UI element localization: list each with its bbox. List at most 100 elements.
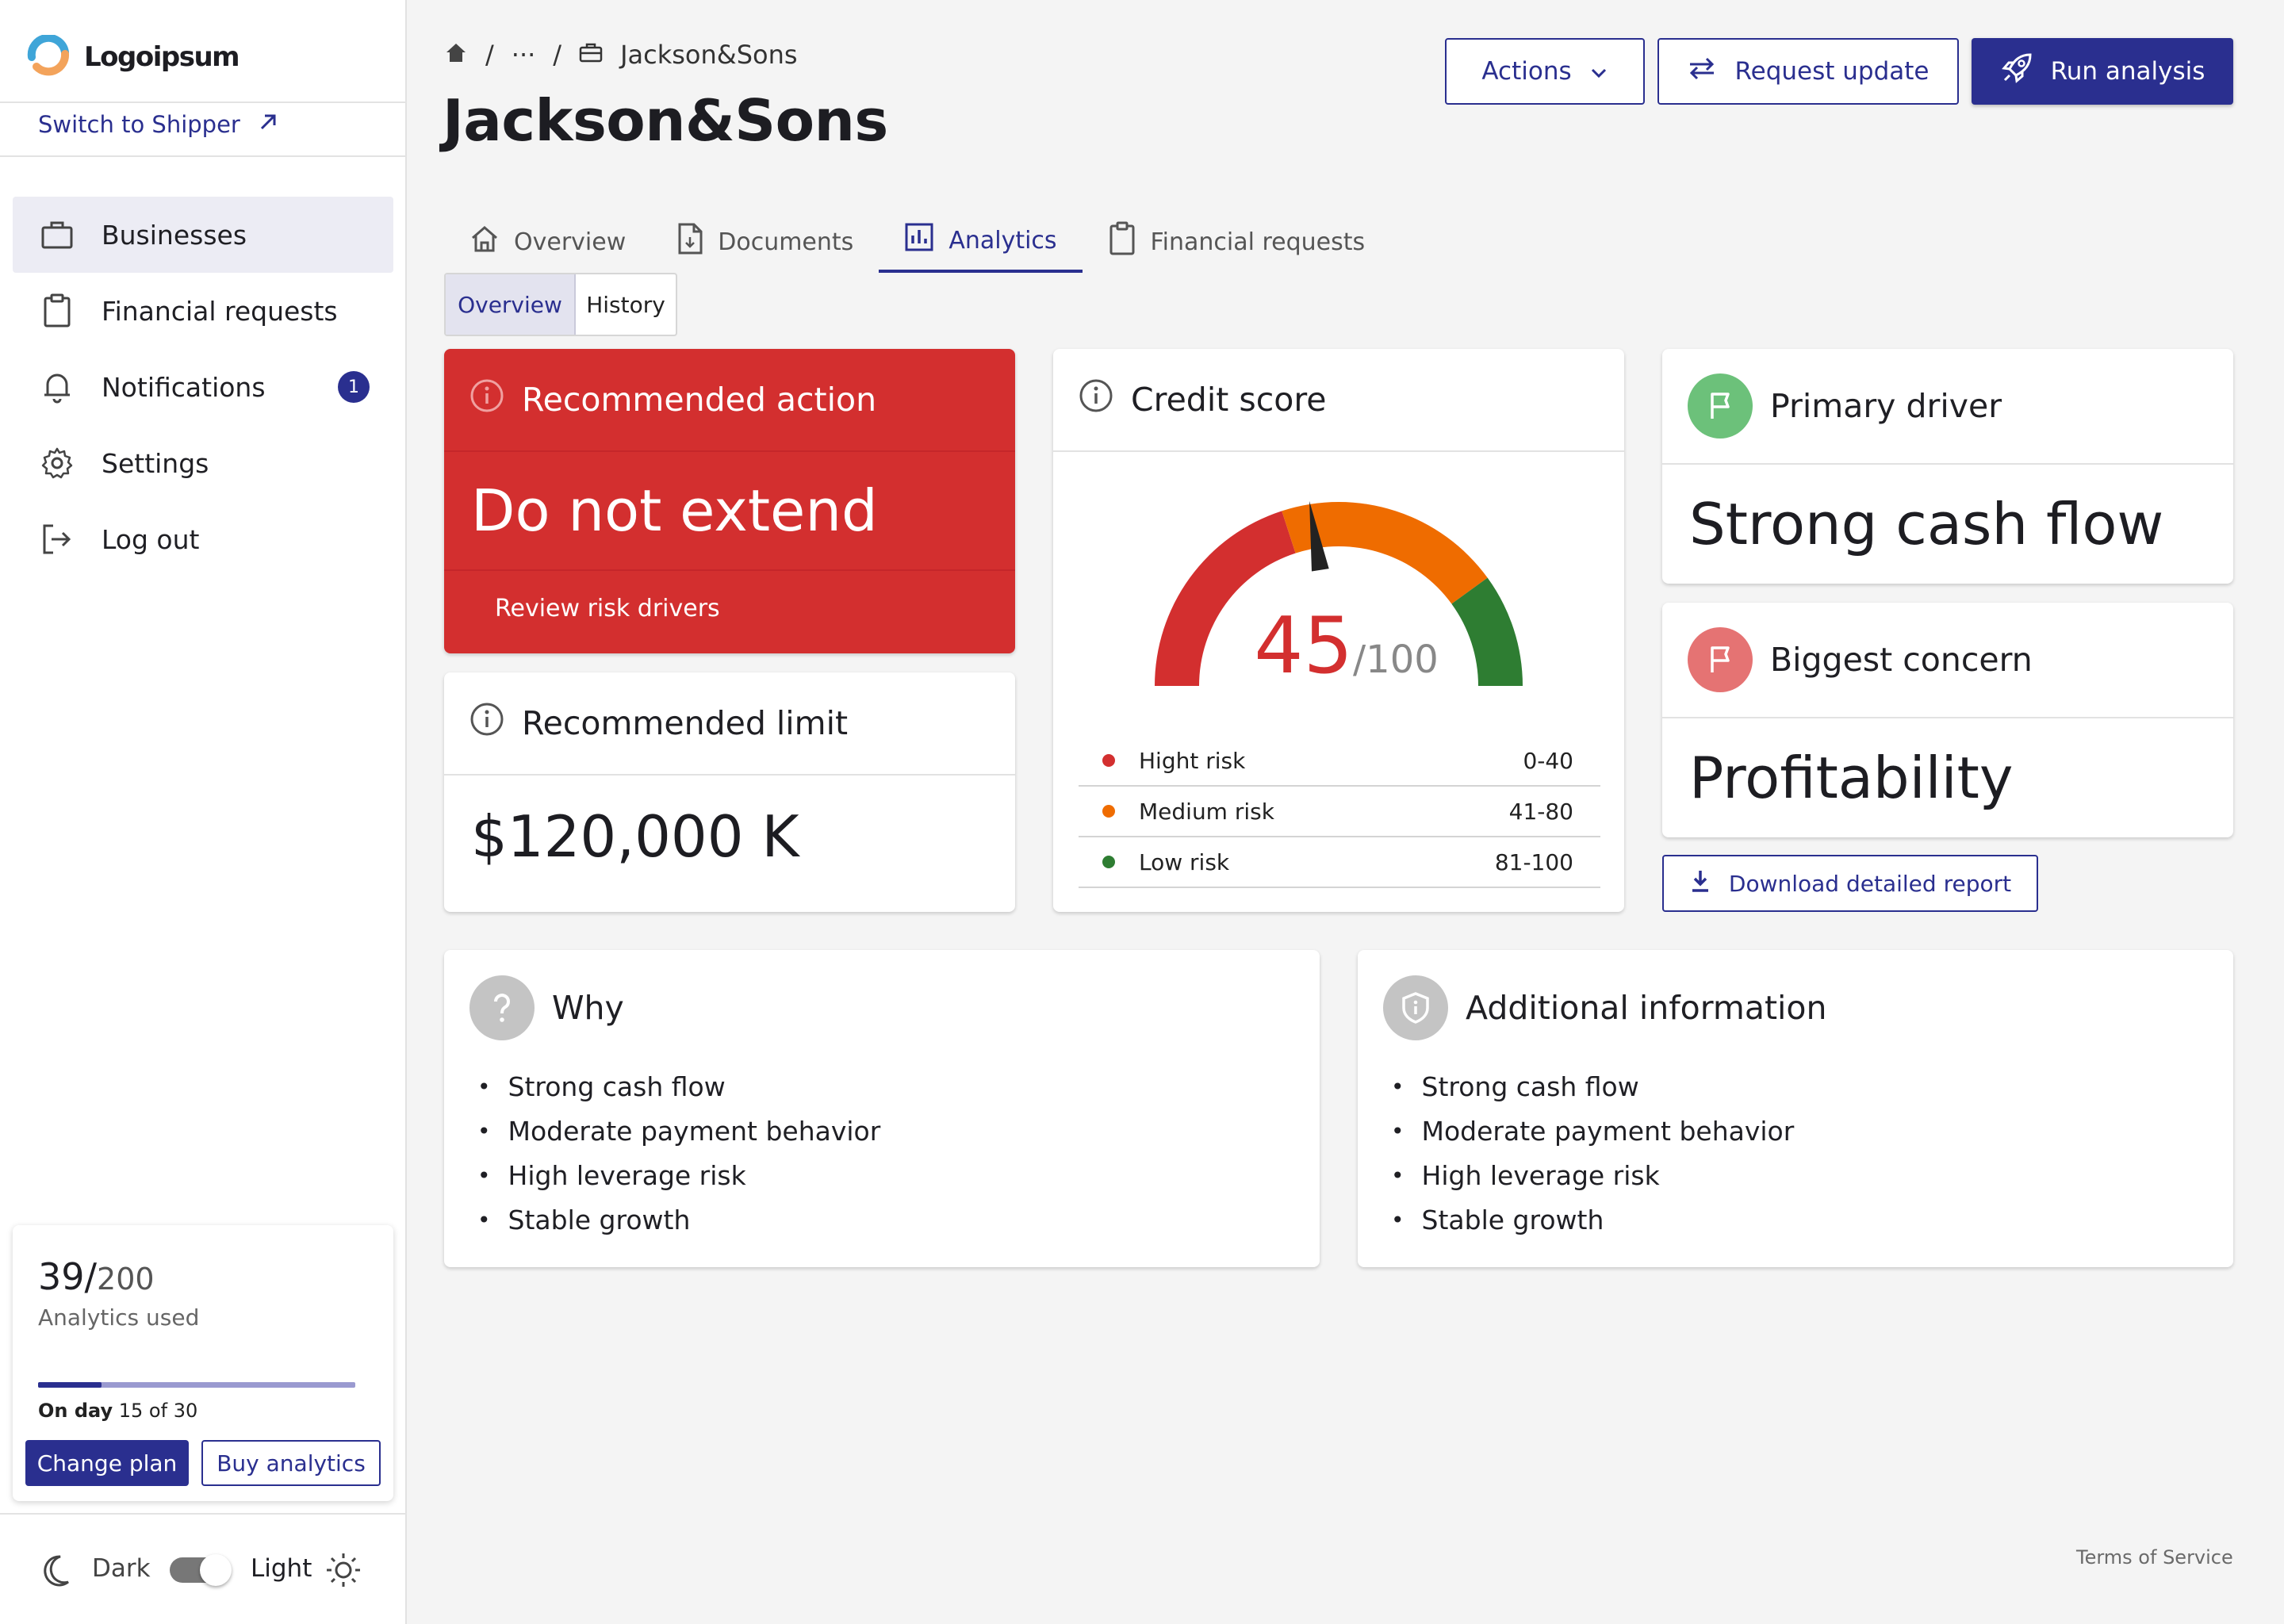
arrow-up-right-icon [258,111,278,138]
credit-score-max: /100 [1353,638,1439,682]
legend-dot [1102,754,1115,767]
tab-label: Financial requests [1150,228,1366,256]
tab-label: Overview [514,228,627,256]
change-plan-button[interactable]: Change plan [25,1440,189,1486]
card-title: Biggest concern [1770,641,2033,679]
sun-icon [325,1552,362,1591]
usage-progress-bar [38,1382,355,1388]
usage-total: 200 [97,1262,155,1297]
list-item: Stable growth [1391,1197,2233,1242]
subtab-overview[interactable]: Overview [446,274,576,335]
toggle-knob [200,1554,232,1586]
chevron-down-icon [1589,57,1608,86]
download-report-button[interactable]: Download detailed report [1662,855,2038,912]
usage-day-text: On day 15 of 30 [38,1400,197,1422]
legend-range: 81-100 [1494,848,1573,875]
legend-dot [1102,856,1115,868]
request-update-label: Request update [1734,57,1930,86]
legend-label: Medium risk [1139,798,1274,825]
card-title: Additional information [1466,989,1827,1027]
subtab-history[interactable]: History [586,291,665,318]
clipboard-icon [13,293,102,328]
card-title: Primary driver [1770,387,2002,425]
review-risk-drivers-link[interactable]: Review risk drivers [495,594,720,622]
briefcase-icon [13,219,102,251]
terms-of-service-link[interactable]: Terms of Service [2076,1546,2233,1568]
info-icon [469,378,504,421]
sidebar: Logoipsum Switch to Shipper Businesses F… [0,0,407,1624]
download-icon [1689,868,1711,899]
list-item: Strong cash flow [477,1064,1320,1109]
divider [0,102,407,103]
sidebar-nav: Businesses Financial requests Notificati… [13,197,393,577]
divider [444,774,1015,776]
switch-to-shipper-link[interactable]: Switch to Shipper [38,111,278,138]
recommended-action-card: Recommended action Do not extend Review … [444,349,1015,653]
legend-range: 0-40 [1523,747,1573,774]
usage-label: Analytics used [38,1304,200,1331]
brand-logo[interactable]: Logoipsum [25,33,240,79]
sidebar-item-settings[interactable]: Settings [13,425,393,501]
card-header: Recommended action [444,349,1015,450]
tab-label: Documents [718,228,854,256]
tab-analytics[interactable]: Analytics [879,211,1083,273]
divider [0,155,407,157]
breadcrumb: / ··· / Jackson&Sons [444,40,798,70]
tab-overview[interactable]: Overview [444,211,651,273]
sidebar-item-notifications[interactable]: Notifications 1 [13,349,393,425]
tab-label: Analytics [948,226,1057,255]
legend-row-low-risk: Low risk 81-100 [1079,837,1600,888]
request-update-button[interactable]: Request update [1657,38,1959,105]
card-header: Recommended limit [444,672,1015,774]
card-title: Credit score [1131,381,1327,419]
download-label: Download detailed report [1728,870,2012,897]
usage-day-prefix: On day [38,1400,113,1422]
analytics-usage-card: 39/200 Analytics used On day 15 of 30 Ch… [13,1225,393,1501]
additional-info-list: Strong cash flow Moderate payment behavi… [1358,1064,2233,1242]
breadcrumb-current: Jackson&Sons [620,40,798,70]
legend-row-high-risk: Hight risk 0-40 [1079,736,1600,787]
flag-icon [1688,373,1753,439]
question-icon [469,975,535,1040]
breadcrumb-separator: / [485,40,494,70]
sidebar-item-businesses[interactable]: Businesses [13,197,393,273]
main-tabs: Overview Documents Analytics Financial r… [444,211,1390,273]
moon-icon [41,1553,73,1591]
card-header: Biggest concern [1662,603,2233,717]
buy-analytics-button[interactable]: Buy analytics [201,1440,381,1486]
document-icon [676,222,703,262]
sidebar-item-financial-requests[interactable]: Financial requests [13,273,393,349]
divider [444,569,1015,571]
page-title: Jackson&Sons [443,87,888,154]
credit-score-card: Credit score 45 /100 Hight risk 0-40 Med… [1053,349,1624,912]
tab-financial-requests[interactable]: Financial requests [1083,211,1391,273]
actions-dropdown-button[interactable]: Actions [1445,38,1645,105]
theme-toggle[interactable] [170,1554,232,1586]
why-card: Why Strong cash flow Moderate payment be… [444,950,1320,1267]
home-icon[interactable] [444,40,468,70]
breadcrumb-more[interactable]: ··· [511,40,536,70]
info-icon [469,702,504,745]
switch-link-label: Switch to Shipper [38,111,240,138]
run-analysis-button[interactable]: Run analysis [1972,38,2233,105]
list-item: High leverage risk [477,1153,1320,1197]
card-header: Why [444,950,1320,1066]
credit-score-gauge: 45 /100 [1155,500,1523,691]
info-icon [1079,378,1113,421]
divider [1662,717,2233,718]
sidebar-item-label: Log out [102,523,200,555]
additional-information-card: Additional information Strong cash flow … [1358,950,2233,1267]
sidebar-item-label: Businesses [102,219,247,251]
card-title: Recommended action [522,381,877,419]
sidebar-item-log-out[interactable]: Log out [13,501,393,577]
clipboard-icon [1108,221,1136,262]
usage-used: 39/ [38,1255,98,1298]
home-icon [469,224,500,259]
sidebar-item-label: Notifications [102,371,266,403]
list-item: Stable growth [477,1197,1320,1242]
theme-light-label: Light [251,1554,312,1583]
logo-icon [25,33,71,79]
list-item: Strong cash flow [1391,1064,2233,1109]
tab-documents[interactable]: Documents [651,211,879,273]
theme-dark-label: Dark [92,1554,151,1583]
